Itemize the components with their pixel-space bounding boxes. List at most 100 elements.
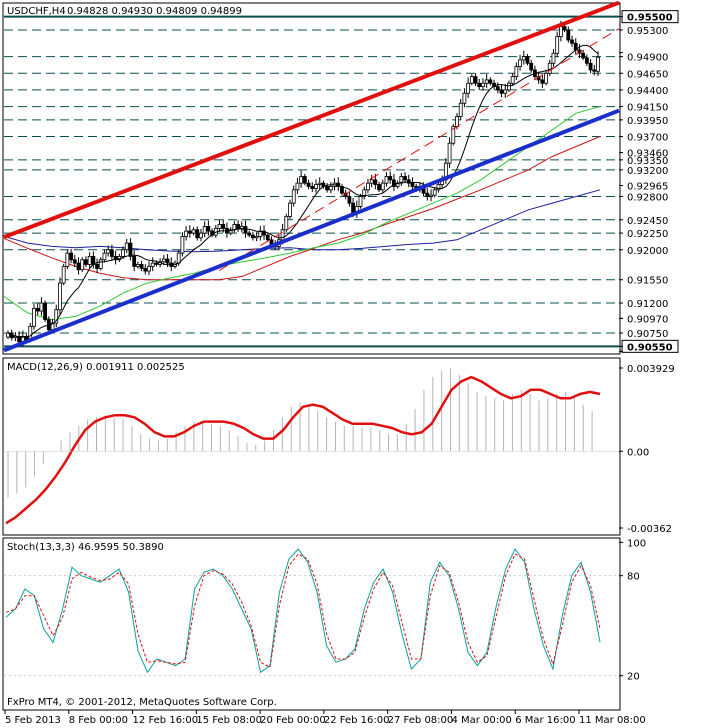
candle-body (87, 256, 92, 265)
candle-body (495, 86, 500, 91)
candle-body (17, 335, 22, 343)
time-axis-label: 15 Feb 08:00 (196, 715, 262, 726)
time-axis-label: 27 Feb 08:00 (388, 715, 454, 726)
candle-body (328, 186, 333, 191)
price-axis-label: 0.95300 (627, 26, 668, 37)
price-axis-label: 0.93460 (627, 149, 668, 160)
candle-body (84, 259, 88, 265)
time-axis-label: 6 Mar 16:00 (515, 715, 575, 726)
price-axis-label: 0.94150 (627, 103, 668, 114)
price-axis-label: 0.94900 (627, 53, 668, 64)
candle-body (403, 176, 407, 181)
price-axis-label: 0.93950 (627, 116, 668, 127)
macd-title: MACD(12,26,9) 0.001911 0.002525 (7, 362, 185, 373)
candle-body (562, 26, 567, 31)
stoch-axis-label: 100 (627, 538, 646, 549)
candle-body (544, 72, 548, 84)
candle-body (128, 242, 133, 257)
candle-body (265, 234, 270, 241)
candle-body (406, 179, 411, 184)
channel-mid-line (218, 28, 620, 271)
candle-body (558, 26, 563, 38)
candle-body (388, 176, 393, 181)
candle-body (547, 62, 552, 74)
candle-body (221, 224, 226, 229)
candle-body (95, 264, 99, 269)
candle-body (161, 258, 166, 263)
price-axis-label: 0.92800 (627, 192, 668, 203)
time-axis-label: 22 Feb 16:00 (324, 715, 390, 726)
candle-body (251, 234, 255, 239)
price-axis-label: 0.92450 (627, 216, 668, 227)
candle-body (150, 262, 155, 267)
candle-body (165, 258, 170, 264)
candle-body (477, 82, 482, 87)
candle-body (124, 242, 129, 251)
candle-body (521, 56, 526, 61)
candle-body (295, 182, 300, 191)
candle-body (135, 264, 140, 267)
ma-red-line (3, 136, 601, 281)
candle-body (507, 82, 511, 91)
candle-body (113, 256, 118, 261)
macd-axis-label: 0.00 (627, 447, 649, 458)
candle-body (455, 116, 459, 127)
candle-body (514, 66, 519, 77)
candle-body (65, 252, 70, 267)
candle-body (588, 62, 593, 71)
candle-body (202, 226, 207, 234)
macd-axis-label: 0.003929 (627, 364, 675, 375)
candle-body (310, 186, 315, 189)
candle-body (347, 196, 352, 204)
macd-axis-label: -0.00362 (627, 524, 672, 535)
candle-body (109, 249, 114, 257)
candle-body (243, 226, 248, 234)
candle-body (61, 266, 66, 284)
macd-panel: 0.003929 0.00 -0.00362 (4, 364, 675, 535)
candle-body (288, 202, 292, 217)
candle-body (510, 76, 515, 84)
stoch-title: Stoch(13,3,3) 46.9595 50.3890 (7, 542, 164, 553)
candle-body (291, 189, 296, 204)
candle-body (466, 82, 471, 94)
price-axis-label: 0.90970 (627, 314, 668, 325)
copyright-footer: FxPro MT4, © 2001-2012, MetaQuotes Softw… (7, 697, 277, 708)
candle-body (473, 76, 478, 84)
candle-body (429, 194, 433, 197)
price-axis-label: 0.93200 (627, 166, 668, 177)
candle-body (80, 259, 85, 271)
candle-body (39, 302, 44, 312)
candle-body (314, 184, 318, 189)
candle-body (377, 184, 381, 191)
candle-body (132, 256, 137, 267)
price-axis-label: 0.93350 (627, 156, 668, 167)
candle-body (518, 59, 522, 68)
candle-body (481, 82, 485, 87)
candle-body (191, 229, 196, 234)
price-axis-label: 0.94650 (627, 69, 668, 80)
candle-body (76, 262, 81, 271)
candle-body (436, 184, 441, 191)
candle-body (503, 89, 508, 94)
price-axis-label: 0.91200 (627, 299, 668, 310)
candle-body (566, 29, 571, 41)
candle-body (447, 142, 452, 164)
candle-body (555, 36, 560, 54)
candle-body (551, 52, 556, 64)
candle-body (32, 307, 36, 327)
channel-lower-line (3, 108, 620, 353)
macd-panel-frame (2, 357, 621, 536)
candle-body (154, 262, 159, 265)
candle-body (239, 226, 244, 229)
candle-body (399, 176, 404, 184)
candle-body (217, 224, 222, 229)
candle-body (43, 302, 48, 321)
candle-body (69, 252, 73, 261)
stoch-panel: 100 80 20 (4, 538, 646, 683)
ma-navy-line (3, 189, 601, 253)
main-panel-frame (2, 2, 621, 355)
candle-body (58, 282, 62, 311)
candle-body (358, 196, 363, 207)
